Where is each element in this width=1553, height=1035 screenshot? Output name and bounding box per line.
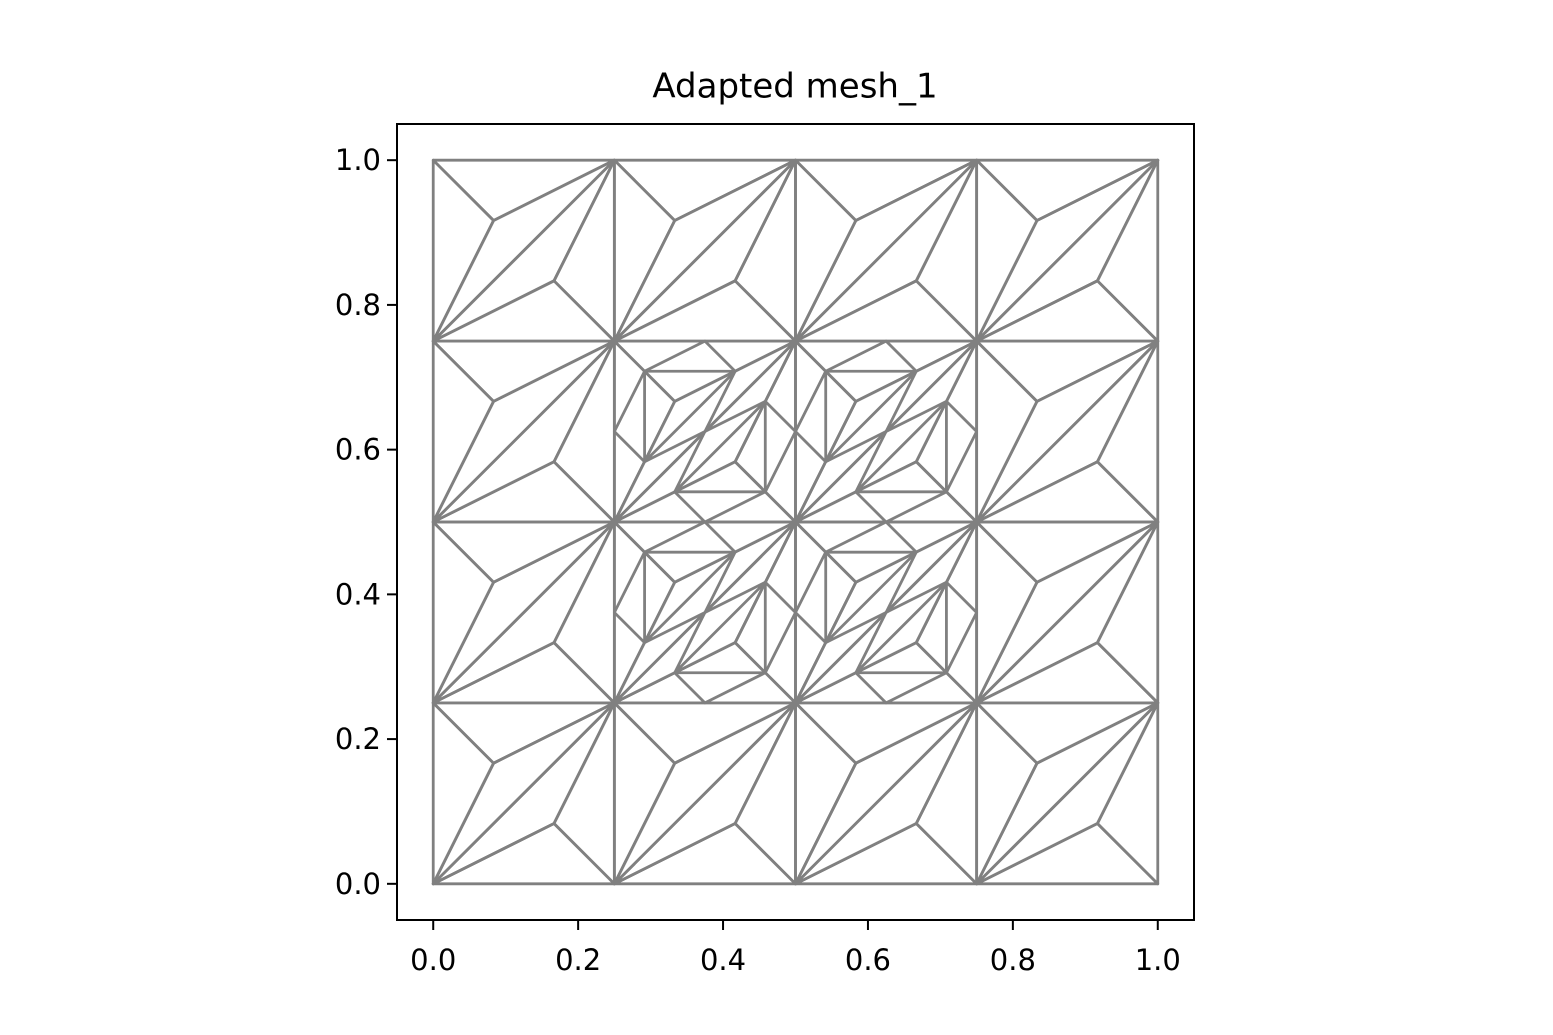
mesh-triangle: [673, 490, 767, 524]
mesh-triangle: [612, 701, 797, 886]
mesh-triangle: [794, 369, 828, 464]
y-tick-label: 0.4: [335, 577, 381, 611]
mesh-triangle: [612, 158, 797, 222]
mesh-triangle: [945, 399, 979, 494]
chart-title: Adapted mesh_1: [652, 67, 937, 107]
mesh-triangle: [945, 580, 979, 675]
x-tick-label: 1.0: [1135, 943, 1181, 977]
mesh-triangle: [763, 580, 797, 675]
mesh-triangle: [612, 550, 646, 645]
mesh-triangle: [643, 339, 737, 373]
x-tick-label: 0.2: [555, 943, 601, 977]
mesh-triangle: [854, 580, 948, 675]
mesh-triangle: [431, 339, 616, 524]
mesh-triangle: [794, 550, 828, 645]
mesh-triangle: [431, 520, 616, 705]
mesh-triangle: [612, 158, 797, 343]
y-tick-label: 0.0: [335, 867, 381, 901]
mesh-triangle: [794, 158, 979, 343]
x-tick-label: 0.4: [700, 943, 746, 977]
mesh-triangle: [854, 490, 948, 524]
x-tick-label: 0.8: [990, 943, 1036, 977]
mesh-triangle: [431, 701, 616, 886]
mesh-triangle: [643, 550, 737, 645]
mesh-triangle: [975, 339, 1160, 524]
mesh-triangle: [673, 399, 767, 494]
mesh-triangle: [643, 369, 737, 464]
axes-frame: [396, 123, 1195, 921]
x-tick-label: 0.0: [410, 943, 456, 977]
mesh-triangle: [975, 701, 1160, 886]
mesh-triangle: [824, 550, 918, 645]
mesh-triangle: [824, 520, 918, 554]
y-tick-label: 0.8: [335, 288, 381, 322]
mesh-triangle: [975, 158, 1160, 343]
mesh-triangle: [975, 158, 1160, 222]
mesh-triangle: [824, 369, 918, 464]
mesh-triangle: [854, 671, 948, 705]
mesh-triangle: [431, 158, 616, 222]
y-tick-label: 0.2: [335, 722, 381, 756]
mesh-triangle: [431, 158, 616, 343]
mesh-triangle: [673, 671, 767, 705]
y-tick-label: 1.0: [335, 143, 381, 177]
y-tick-label: 0.6: [335, 433, 381, 467]
mesh-triangle: [854, 399, 948, 494]
mesh-triangle: [975, 520, 1160, 705]
mesh-triangle: [643, 520, 737, 554]
mesh-triangle: [612, 369, 646, 464]
mesh-triangle: [794, 701, 979, 886]
mesh-triangle: [824, 339, 918, 373]
mesh-triangle: [763, 399, 797, 494]
mesh-triangle: [673, 580, 767, 675]
mesh-triangle: [794, 158, 979, 222]
x-tick-label: 0.6: [845, 943, 891, 977]
